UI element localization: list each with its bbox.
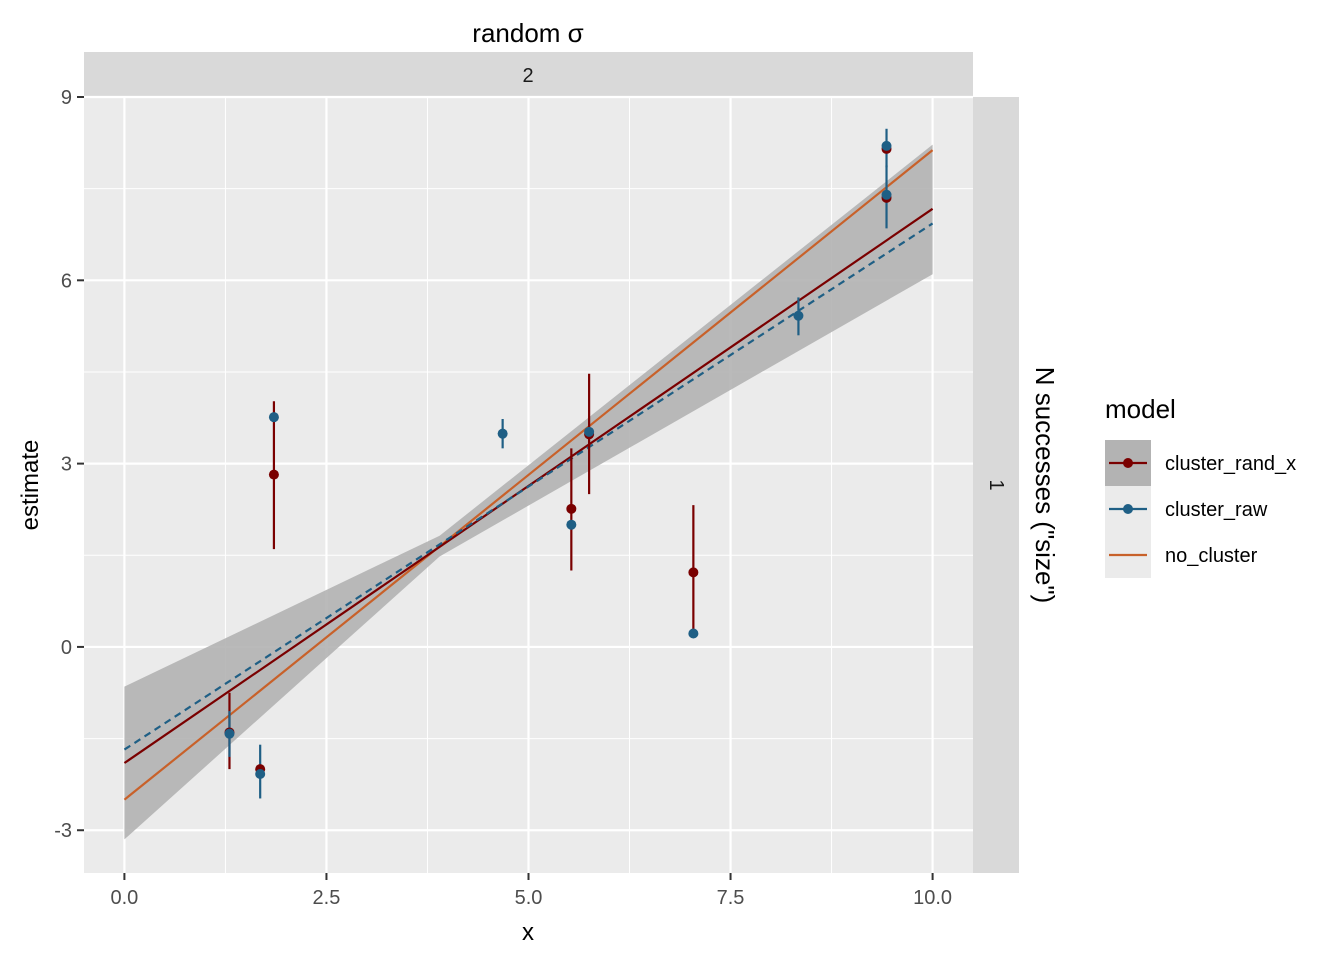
point-cluster-rand-x [566, 503, 577, 514]
point-cluster-raw [881, 189, 892, 200]
point-cluster-raw [584, 426, 595, 437]
x-tick-label: 7.5 [717, 887, 745, 909]
point-cluster-raw [255, 769, 266, 780]
point-cluster-raw [497, 428, 508, 439]
legend-title: model [1105, 394, 1176, 424]
y-tick-label: 9 [61, 87, 72, 109]
facet-row-title: N successes ("size") [1030, 367, 1060, 604]
point-cluster-rand-x [268, 469, 279, 480]
facet-col-title: random σ [472, 18, 583, 48]
confidence-ribbon [124, 144, 933, 840]
y-tick-label: -3 [54, 820, 72, 842]
point-cluster-raw [268, 412, 279, 423]
axis-ticks [77, 96, 934, 880]
legend-key-point [1123, 504, 1133, 514]
x-tick-label: 2.5 [313, 887, 341, 909]
legend-label-no-cluster: no_cluster [1165, 545, 1258, 567]
x-tick-label: 0.0 [111, 887, 139, 909]
x-tick-label: 10.0 [913, 887, 952, 909]
y-axis-title: estimate [17, 440, 44, 531]
y-tick-label: 3 [61, 454, 72, 476]
ribbon-layer [124, 144, 933, 840]
y-tick-label: 6 [61, 270, 72, 292]
fit-line-cluster-raw [123, 222, 934, 751]
point-cluster-raw [793, 310, 804, 321]
y-tick-label: 0 [61, 637, 72, 659]
facet-strip-right [973, 97, 1019, 873]
facet-col-value: 2 [522, 65, 533, 87]
x-axis-title: x [522, 919, 534, 946]
point-cluster-raw [224, 728, 235, 739]
legend-label-cluster-rand-x: cluster_rand_x [1165, 453, 1296, 475]
point-cluster-raw [688, 628, 699, 639]
point-cluster-rand-x [688, 567, 699, 578]
facet-row-value: 1 [985, 479, 1007, 490]
point-cluster-raw [881, 140, 892, 151]
fit-line-no-cluster [123, 149, 934, 801]
legend: model cluster_rand_x cluster_raw no_cluste… [1105, 394, 1296, 578]
axis-tick-labels: 0.0 2.5 5.0 7.5 10.0 -3 0 3 6 9 [54, 87, 952, 909]
legend-key-point [1123, 458, 1133, 468]
x-tick-label: 5.0 [515, 887, 543, 909]
legend-label-cluster-raw: cluster_raw [1165, 499, 1268, 521]
facet-strip-top [84, 52, 973, 97]
point-cluster-raw [566, 519, 577, 530]
point-layer [224, 128, 892, 799]
